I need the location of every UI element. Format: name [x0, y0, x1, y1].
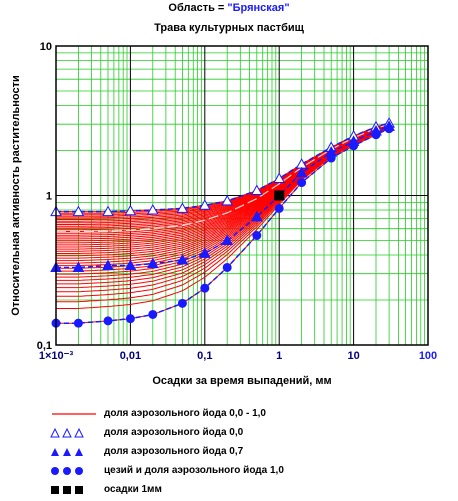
data-point — [222, 262, 232, 272]
legend-item-iodine-0: доля аэрозольного йода 0,0 — [50, 423, 284, 442]
data-point — [274, 203, 284, 213]
axes-frame — [55, 45, 429, 346]
x-tick-label: 0,01 — [120, 350, 141, 362]
data-point — [72, 205, 85, 217]
black-squares-icon — [51, 485, 83, 494]
y-tick-label: 0,1 — [37, 340, 52, 352]
data-point — [176, 254, 189, 265]
legend-label: осадки 1мм — [104, 484, 162, 495]
data-point — [146, 257, 159, 269]
data-point — [124, 204, 137, 216]
chart-title: Область = "Брянская" — [0, 2, 458, 14]
legend-item-iodine-07: доля аэрозольного йода 0,7 — [50, 442, 284, 461]
legend-label: доля аэрозольного йода 0,0 — [104, 427, 244, 438]
data-point — [102, 205, 114, 217]
open-triangles-icon — [50, 427, 84, 437]
red-line-icon — [52, 412, 96, 415]
x-tick-label: 1 — [276, 350, 282, 362]
data-point — [384, 124, 394, 134]
y-tick-label: 1 — [46, 191, 52, 203]
chart-subtitle: Трава культурных пастбищ — [154, 22, 304, 34]
data-point — [124, 259, 137, 271]
data-point — [221, 194, 234, 206]
data-point — [221, 234, 234, 246]
x-axis-label: Осадки за время выпадений, мм — [152, 375, 331, 387]
data-point — [200, 283, 210, 293]
legend-item-precip: осадки 1мм — [50, 480, 284, 499]
legend-label: доля аэрозольного йода 0,7 — [104, 446, 244, 457]
legend-item-cesium: цезий и доля аэрозольного йода 1,0 — [50, 461, 284, 480]
data-point — [371, 130, 381, 140]
legend-label: цезий и доля аэрозольного йода 1,0 — [104, 465, 284, 476]
legend: доля аэрозольного йода 0,0 - 1,0 доля аэ… — [50, 404, 284, 499]
data-point — [198, 247, 211, 258]
filled-triangles-icon — [51, 447, 83, 456]
legend-item-band: доля аэрозольного йода 0,0 - 1,0 — [50, 404, 284, 423]
data-point — [73, 318, 83, 328]
x-tick-label: 1×10⁻³ — [39, 350, 74, 362]
data-point — [349, 141, 359, 151]
data-point — [103, 316, 113, 326]
data-point — [326, 153, 336, 163]
data-point — [250, 210, 263, 222]
data-point — [102, 259, 114, 271]
y-tick-label: 10 — [40, 41, 52, 53]
region-name: "Брянская" — [227, 2, 290, 14]
data-point — [148, 309, 158, 319]
legend-label: доля аэрозольного йода 0,0 - 1,0 — [104, 408, 266, 419]
x-tick-label: 100 — [419, 350, 437, 362]
title-prefix: Область = — [168, 2, 228, 14]
data-point — [72, 261, 85, 272]
x-tick-label: 0,1 — [197, 350, 212, 362]
data-point — [295, 166, 308, 178]
data-point — [250, 184, 263, 196]
filled-circles-icon — [51, 466, 83, 475]
data-point — [177, 298, 187, 308]
data-point — [198, 199, 211, 210]
data-point — [273, 172, 286, 183]
chart-svg: 1×10⁻³ 0,01 0,1 1 10 100 0,1 1 10 Осадки за время… — [10, 41, 437, 387]
data-point — [176, 202, 189, 213]
data-point — [297, 178, 307, 188]
series-circle-filled — [51, 124, 394, 328]
x-tick-label: 10 — [347, 350, 359, 362]
data-point — [252, 231, 262, 241]
data-point — [146, 203, 159, 215]
y-axis-label: Относительная активность растительности — [10, 75, 22, 315]
reference-point-1mm — [274, 190, 285, 201]
data-point — [125, 314, 135, 324]
